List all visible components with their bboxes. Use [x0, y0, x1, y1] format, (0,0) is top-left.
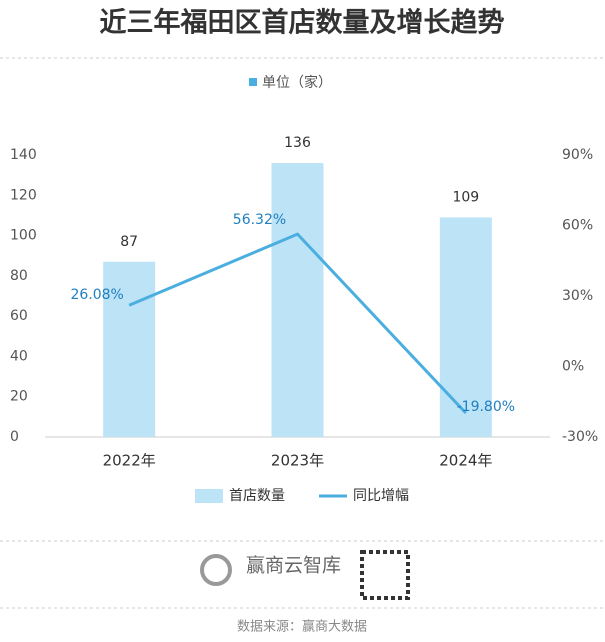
unit-legend-swatch	[249, 78, 257, 86]
line-value-label: -19.80%	[457, 399, 515, 415]
y2-tick-label: 90%	[562, 147, 593, 163]
legend-label: 首店数量	[229, 488, 285, 504]
line-value-label: 56.32%	[233, 212, 286, 228]
x-tick-label: 2022年	[103, 452, 156, 470]
line-value-label: 26.08%	[70, 287, 123, 303]
y-tick-label: 80	[10, 268, 28, 284]
line	[128, 232, 467, 415]
bar-value-label: 87	[120, 234, 138, 250]
y-tick-label: 100	[10, 228, 37, 244]
bar	[439, 217, 492, 437]
brand: 赢商云智库	[246, 555, 341, 577]
legend-label: 同比增幅	[353, 488, 409, 504]
legend-swatch	[195, 489, 223, 503]
bar	[271, 163, 324, 438]
bar-value-label: 136	[284, 135, 311, 151]
y-tick-label: 40	[10, 348, 28, 364]
x-tick-label: 2023年	[271, 452, 324, 470]
y-tick-label: 20	[10, 389, 28, 405]
y2-tick-label: -30%	[562, 429, 598, 445]
chart-title: 近三年福田区首店数量及增长趋势	[100, 7, 505, 39]
y2-tick-label: 60%	[562, 218, 593, 234]
y-tick-label: 140	[10, 147, 37, 163]
y-tick-label: 60	[10, 308, 28, 324]
logo-icon	[200, 554, 232, 586]
unit-legend: 单位（家）	[262, 74, 332, 91]
y-tick-label: 0	[10, 429, 19, 445]
bar	[103, 261, 156, 437]
x-tick-label: 2024年	[439, 452, 492, 470]
y-tick-label: 120	[10, 187, 37, 203]
bar-value-label: 109	[452, 189, 479, 205]
source: 数据来源：赢商大数据	[237, 619, 367, 635]
y2-tick-label: 30%	[562, 288, 593, 304]
y2-tick-label: 0%	[562, 359, 584, 375]
qr-code	[360, 550, 410, 600]
